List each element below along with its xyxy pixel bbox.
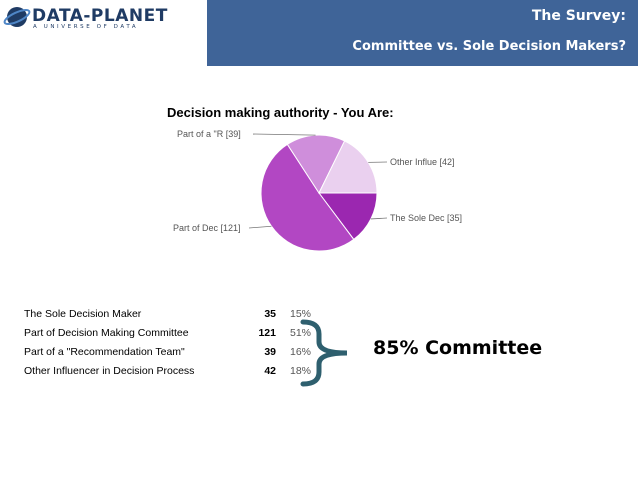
row-label: Other Influencer in Decision Process xyxy=(24,364,195,377)
row-count: 42 xyxy=(264,364,276,377)
leader-line xyxy=(252,133,316,136)
planet-logo-icon xyxy=(3,7,31,27)
row-label: The Sole Decision Maker xyxy=(24,307,142,320)
committee-callout: 85% Committee xyxy=(373,337,543,359)
pie-slice xyxy=(286,134,346,195)
logo-name: DATA-PLANET xyxy=(32,6,168,26)
row-count: 39 xyxy=(264,345,276,358)
slide-title: The Survey: xyxy=(531,8,626,24)
row-count: 35 xyxy=(264,307,276,320)
slice-label: Part of Dec [121] xyxy=(173,223,241,233)
chart-title: Decision making authority - You Are: xyxy=(167,105,394,120)
row-count: 121 xyxy=(258,326,276,339)
slice-label: Other Influe [42] xyxy=(390,157,455,167)
table-row: Part of Decision Making Committee 121 51% xyxy=(24,323,330,342)
row-percent: 16% xyxy=(290,345,312,358)
row-percent: 18% xyxy=(290,364,312,377)
row-label: Part of Decision Making Committee xyxy=(24,326,189,339)
header-bar: The Survey: Committee vs. Sole Decision … xyxy=(207,0,638,66)
pie-slice xyxy=(318,192,378,241)
slice-label: Part of a "R [39] xyxy=(177,129,241,139)
table-row: Other Influencer in Decision Process 42 18… xyxy=(24,361,330,380)
leader-line xyxy=(248,225,272,229)
pie-slice xyxy=(318,140,378,194)
row-percent: 51% xyxy=(290,326,312,339)
row-label: Part of a "Recommendation Team" xyxy=(24,345,185,358)
curly-brace-icon xyxy=(300,319,348,387)
slice-label: The Sole Dec [35] xyxy=(390,213,462,223)
leader-line xyxy=(370,217,388,220)
logo: DATA-PLANET A UNIVERSE OF DATA xyxy=(0,0,207,66)
slide-subtitle: Committee vs. Sole Decision Makers? xyxy=(352,39,626,54)
row-percent: 15% xyxy=(290,307,312,320)
table-row: The Sole Decision Maker 35 15% xyxy=(24,304,330,323)
table-row: Part of a "Recommendation Team" 39 16% xyxy=(24,342,330,361)
results-table: The Sole Decision Maker 35 15% Part of Deci… xyxy=(24,304,330,380)
logo-tagline: A UNIVERSE OF DATA xyxy=(33,24,139,30)
pie-chart: Decision making authority - You Are: The… xyxy=(167,105,462,252)
